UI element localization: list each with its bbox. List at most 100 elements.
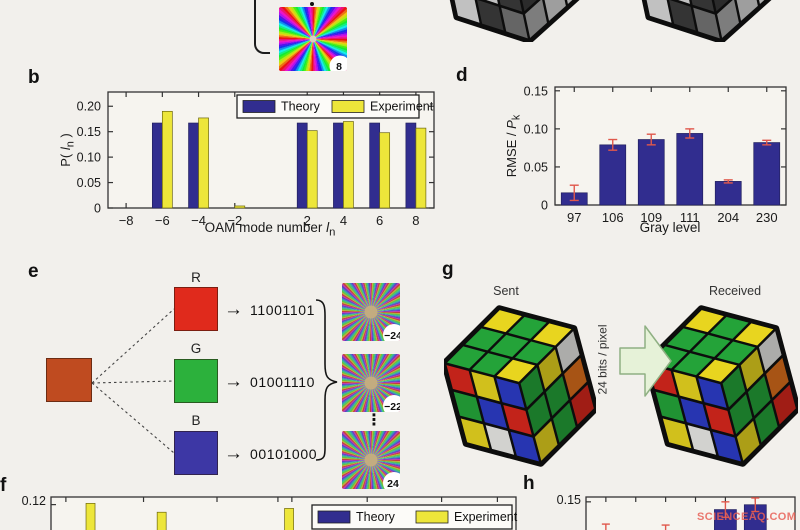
svg-text:Theory: Theory [281, 100, 321, 114]
hologram-ellipsis: ⋮ [366, 412, 382, 429]
channel-r-square [174, 287, 218, 331]
svg-text:Experiment: Experiment [370, 100, 434, 114]
ylabel-sub: n [64, 141, 77, 148]
channel-b-binary: 00101000 [250, 446, 318, 462]
svg-text:106: 106 [602, 210, 624, 225]
hologram-minus-24: −24 [342, 283, 400, 341]
chart-h-clip [585, 495, 797, 530]
ylabel-italic: P [504, 120, 519, 129]
svg-text:Theory: Theory [356, 510, 396, 524]
curly-brace-path [315, 299, 338, 461]
panel-label-e: e [28, 261, 39, 282]
gray-rubiks-cube-b [630, 0, 780, 42]
dashed-line-to-b [91, 382, 175, 454]
ylabel-pre: RMSE / [504, 128, 519, 178]
svg-text:6: 6 [376, 213, 383, 228]
dashed-line-to-r [91, 308, 175, 384]
channel-r-label: R [191, 270, 201, 285]
svg-text:230: 230 [756, 210, 778, 225]
chart-h-ytick-label: 0.15 [556, 493, 581, 507]
svg-text:109: 109 [640, 210, 662, 225]
svg-text:−8: −8 [119, 213, 134, 228]
bits-per-pixel-label: 24 bits / pixel [595, 324, 610, 395]
chart-f-clip: Theory Experiment [50, 495, 518, 530]
channel-b-square [174, 431, 218, 475]
chart-b-x-axis-label: OAM mode number ln [120, 220, 420, 239]
svg-text:97: 97 [567, 210, 581, 225]
chart-d-rmse: 0 0.05 0.10 0.15 97 106 109 111 204 230 [524, 84, 787, 225]
svg-text:2: 2 [304, 213, 311, 228]
svg-text:Experiment: Experiment [454, 510, 518, 524]
chart-d-x-axis-label: Gray level [570, 220, 770, 235]
panel-label-h: h [523, 473, 535, 494]
panel-e-connectors [91, 308, 175, 454]
svg-text:0.15: 0.15 [77, 125, 101, 139]
channel-r-arrow-icon: → [224, 299, 243, 320]
hologram-24: 24 [342, 431, 400, 489]
svg-text:111: 111 [680, 210, 700, 225]
root-pixel-square [46, 358, 92, 402]
svg-text:0: 0 [541, 199, 548, 213]
received-caption: Received [708, 284, 762, 298]
svg-text:0.10: 0.10 [524, 122, 548, 136]
transmission-arrow [619, 325, 672, 397]
svg-text:−6: −6 [155, 213, 170, 228]
svg-text:0.10: 0.10 [77, 151, 101, 165]
panel-label-f: f [0, 475, 7, 496]
svg-text:−4: −4 [191, 213, 206, 228]
hologram-minus-24-pinwheel: −24 [342, 283, 400, 341]
gray-rubiks-cube-a [438, 0, 588, 42]
panel-label-d: d [456, 65, 468, 86]
sent-caption: Sent [493, 284, 519, 298]
panel-a-ellipsis-dot [310, 2, 314, 6]
chart-h-partial [585, 496, 796, 530]
channel-g-label: G [190, 341, 202, 356]
svg-text:0.15: 0.15 [524, 84, 548, 98]
ylabel-pre: P( [58, 150, 73, 167]
gray-cube-top-left [424, 0, 610, 42]
svg-text:204: 204 [717, 210, 739, 225]
watermark: SCIENCEAQ.COM [697, 511, 797, 523]
xlabel-sub: n [329, 226, 336, 239]
svg-text:4: 4 [340, 213, 347, 228]
curly-brace [315, 299, 338, 461]
transmission-arrow-icon [619, 325, 672, 397]
svg-text:8: 8 [412, 213, 419, 228]
panel-label-b: b [28, 67, 40, 88]
svg-text:24: 24 [387, 478, 399, 489]
chart-b-oam-spectrum: 0 0.05 0.10 0.15 0.20 −8 −6 −4 −2 2 4 6 8 Theory Exper… [77, 91, 435, 228]
chart-f-ytick-label: 0.12 [21, 494, 46, 508]
svg-text:−24: −24 [384, 330, 400, 341]
svg-text:−22: −22 [384, 401, 400, 412]
hologram-24-pinwheel: 24 [342, 431, 400, 489]
xlabel-pre: Gray level [639, 220, 701, 235]
channel-b-arrow-icon: → [224, 443, 243, 464]
chart-d-y-axis-label: RMSE / Pk [504, 96, 523, 196]
ylabel-italic: l [58, 147, 73, 151]
channel-r-binary: 11001101 [250, 302, 316, 318]
chart-b-y-axis-label: P( ln ) [58, 110, 77, 190]
panel-label-g: g [442, 259, 454, 280]
channel-g-binary: 01001110 [250, 374, 316, 390]
xlabel-italic: l [326, 220, 330, 235]
sent-rubiks-cube [444, 305, 596, 467]
channel-g-square [174, 359, 218, 403]
xlabel-pre: OAM mode number [204, 220, 327, 235]
ylabel-sub: k [510, 114, 523, 121]
hologram-mode-8-pinwheel: 8 [279, 7, 347, 71]
svg-text:0.05: 0.05 [524, 160, 548, 174]
svg-text:0.20: 0.20 [77, 100, 101, 114]
svg-text:−2: −2 [227, 213, 242, 228]
hologram-minus-22: −22 [342, 354, 400, 412]
panel-a-brace-fragment [254, 0, 270, 54]
chart-f-partial: Theory Experiment [50, 496, 518, 530]
channel-g-arrow-icon: → [224, 371, 243, 392]
gray-cube-top-right [616, 0, 800, 42]
svg-text:0: 0 [94, 202, 101, 216]
ylabel-post: ) [58, 133, 73, 142]
svg-text:0.05: 0.05 [77, 176, 101, 190]
svg-text:8: 8 [336, 61, 342, 71]
channel-b-label: B [191, 413, 201, 428]
hologram-minus-22-pinwheel: −22 [342, 354, 400, 412]
